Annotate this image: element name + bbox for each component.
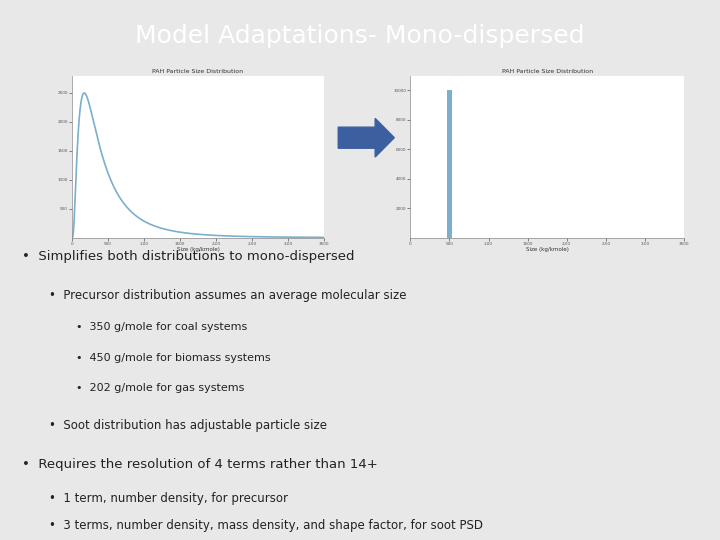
Text: •  3 terms, number density, mass density, and shape factor, for soot PSD: • 3 terms, number density, mass density,… <box>49 519 483 532</box>
Text: •  450 g/mole for biomass systems: • 450 g/mole for biomass systems <box>76 353 270 362</box>
FancyArrow shape <box>338 118 395 157</box>
Text: •  Requires the resolution of 4 terms rather than 14+: • Requires the resolution of 4 terms rat… <box>22 458 377 471</box>
Text: Model Adaptations- Mono-dispersed: Model Adaptations- Mono-dispersed <box>135 24 585 49</box>
Bar <box>447 90 452 238</box>
X-axis label: Size (kg/kmole): Size (kg/kmole) <box>176 247 220 252</box>
Title: PAH Particle Size Distribution: PAH Particle Size Distribution <box>153 69 243 74</box>
Text: •  Simplifies both distributions to mono-dispersed: • Simplifies both distributions to mono-… <box>22 249 354 262</box>
Text: •  Precursor distribution assumes an average molecular size: • Precursor distribution assumes an aver… <box>49 289 407 302</box>
Text: •  1 term, number density, for precursor: • 1 term, number density, for precursor <box>49 491 288 504</box>
Text: •  Soot distribution has adjustable particle size: • Soot distribution has adjustable parti… <box>49 419 327 432</box>
Text: •  202 g/mole for gas systems: • 202 g/mole for gas systems <box>76 383 244 393</box>
Title: PAH Particle Size Distribution: PAH Particle Size Distribution <box>502 69 593 74</box>
Text: •  350 g/mole for coal systems: • 350 g/mole for coal systems <box>76 322 247 332</box>
X-axis label: Size (kg/kmole): Size (kg/kmole) <box>526 247 569 252</box>
